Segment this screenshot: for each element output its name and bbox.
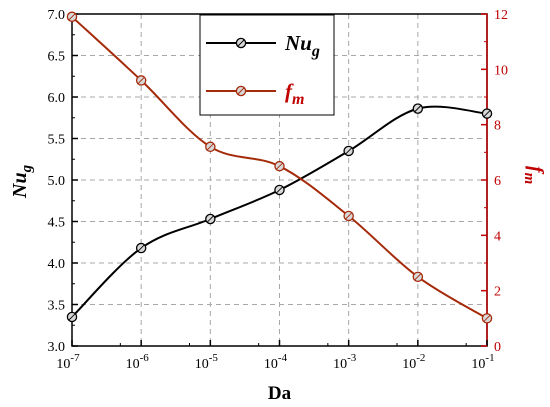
data-point xyxy=(135,242,147,254)
y-left-tick-label: 6.0 xyxy=(48,91,66,106)
legend-box xyxy=(199,14,335,116)
y-left-axis-title: Nug xyxy=(9,164,35,199)
y-right-axis-title: fm xyxy=(521,166,547,184)
x-tick-label: 10-1 xyxy=(471,352,494,372)
series-2 xyxy=(66,11,493,324)
legend-label: fm xyxy=(285,79,304,108)
series xyxy=(66,11,493,324)
data-point xyxy=(66,11,78,23)
y-right-tick-label: 12 xyxy=(494,8,508,23)
data-point xyxy=(66,311,78,323)
y-right-tick-label: 4 xyxy=(494,229,501,244)
y-right-tick-label: 6 xyxy=(494,174,501,189)
x-tick-label: 10-7 xyxy=(56,352,80,372)
y-right-axis-title-main: f xyxy=(525,166,547,175)
data-point xyxy=(135,75,147,86)
data-point xyxy=(481,108,493,119)
legend-swatch-marker xyxy=(235,37,247,49)
data-point xyxy=(274,184,285,196)
y-left-tick-label: 3.0 xyxy=(48,340,66,355)
y-left-tick-label: 6.5 xyxy=(48,50,66,65)
legend-label: Nug xyxy=(284,31,320,60)
data-point xyxy=(412,271,424,283)
y-right-tick-labels: 0 2 4 6 8 10 12 xyxy=(494,8,508,355)
data-point xyxy=(205,141,216,153)
y-left-axis-title-sub: g xyxy=(19,164,35,173)
x-tick-label: 10-3 xyxy=(333,352,357,372)
x-tick-label: 10-4 xyxy=(264,352,288,372)
y-left-tick-label: 4.0 xyxy=(48,257,66,272)
y-right-tick-label: 0 xyxy=(494,340,501,355)
y-right-tick-label: 10 xyxy=(494,63,508,78)
y-right-tick-label: 8 xyxy=(494,119,501,134)
x-tick-label: 10-2 xyxy=(402,352,425,372)
legend-item: fm xyxy=(206,79,304,108)
x-axis-title: Da xyxy=(268,383,292,404)
data-point xyxy=(205,213,216,225)
series-1 xyxy=(66,103,493,323)
y-left-tick-label: 5.5 xyxy=(48,133,66,148)
y-left-tick-label: 3.5 xyxy=(48,299,66,314)
y-right-tick-label: 2 xyxy=(494,285,501,300)
legend-swatch-marker xyxy=(235,85,247,97)
y-left-tick-labels: 3.0 3.5 4.0 4.5 5.0 5.5 6.0 6.5 7.0 xyxy=(48,8,66,355)
y-left-tick-label: 5.0 xyxy=(48,174,66,189)
data-point xyxy=(481,313,493,324)
y-right-axis-title-sub: m xyxy=(521,173,537,185)
y-left-tick-label: 7.0 xyxy=(48,8,66,23)
data-point xyxy=(343,145,354,157)
y-left-tick-label: 4.5 xyxy=(48,216,66,231)
tick-marks xyxy=(71,13,488,347)
x-tick-label: 10-5 xyxy=(195,352,219,372)
data-point xyxy=(343,210,354,222)
data-point xyxy=(274,160,285,172)
y-left-axis-title-main: Nu xyxy=(9,172,31,199)
grid-lines xyxy=(72,14,487,346)
legend-item: Nug xyxy=(206,31,320,60)
x-tick-label: 10-6 xyxy=(126,352,150,372)
x-tick-labels: 10-7 10-6 10-5 10-4 10-3 10-2 10-1 xyxy=(56,352,494,372)
data-point xyxy=(412,103,424,114)
legend: Nug fm xyxy=(199,14,335,116)
